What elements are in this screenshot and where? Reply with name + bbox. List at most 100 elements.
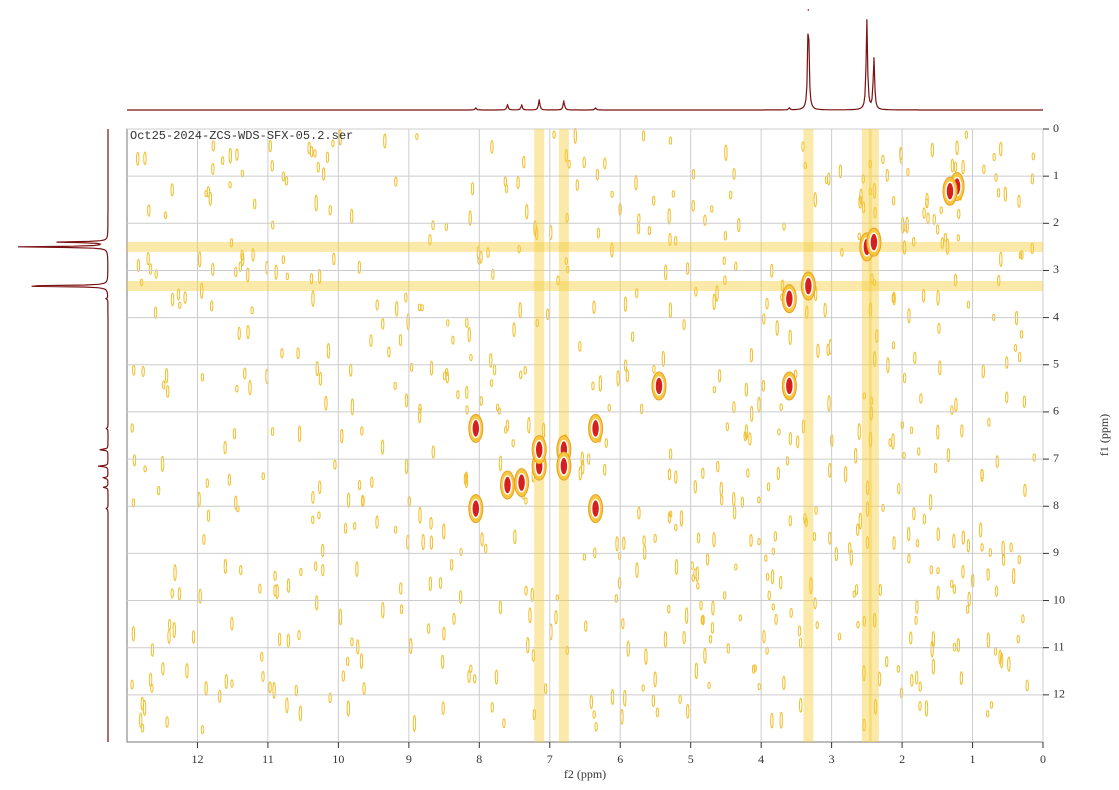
noise [853, 447, 858, 464]
noise [751, 664, 756, 674]
cross-peak [803, 276, 814, 296]
noise [239, 564, 243, 576]
noise [617, 577, 622, 590]
noise [200, 373, 205, 382]
noise [346, 492, 351, 508]
noise [418, 506, 422, 524]
noise [565, 645, 569, 655]
noise [952, 584, 957, 595]
noise [349, 363, 353, 377]
projection-peak [807, 9, 810, 11]
noise [355, 561, 359, 578]
noise [185, 662, 189, 679]
noise [803, 512, 807, 524]
noise [321, 564, 325, 577]
noise [165, 716, 169, 728]
noise [357, 479, 362, 491]
y-tick-label: 6 [1053, 404, 1059, 418]
noise [906, 167, 910, 177]
noise [417, 407, 422, 424]
noise [554, 610, 558, 625]
noise [604, 438, 608, 448]
noise [761, 379, 766, 392]
noise [511, 439, 515, 448]
noise [777, 428, 781, 436]
noise [528, 607, 532, 624]
noise [785, 456, 790, 466]
noise [445, 319, 450, 327]
noise [150, 643, 155, 657]
noise [331, 139, 335, 148]
noise [1021, 614, 1025, 624]
noise [313, 561, 318, 572]
projection-peak [866, 19, 868, 21]
cross-peak [471, 498, 481, 519]
noise [623, 296, 628, 312]
noise [603, 157, 607, 170]
noise [906, 526, 911, 542]
noise [1025, 679, 1029, 692]
noise [992, 152, 996, 162]
noise [505, 419, 510, 432]
noise [522, 155, 526, 169]
noise [674, 558, 679, 575]
noise [261, 472, 265, 481]
noise [452, 612, 456, 625]
noise [869, 405, 873, 421]
noise [978, 522, 983, 538]
noise [691, 168, 696, 180]
noise [637, 506, 641, 520]
noise [428, 576, 433, 592]
noise [580, 459, 585, 475]
noise [716, 460, 720, 473]
noise [234, 266, 238, 278]
noise [1019, 330, 1024, 339]
grid-layer [127, 128, 1044, 742]
noise [490, 139, 494, 154]
noise [535, 318, 539, 328]
noise [788, 329, 792, 346]
noise [406, 313, 410, 331]
noise [565, 212, 569, 223]
noise [856, 620, 860, 629]
noise [441, 701, 445, 715]
noise [999, 251, 1003, 267]
noise [470, 182, 475, 196]
noise [858, 195, 862, 209]
noise [667, 604, 671, 614]
noise [164, 367, 169, 384]
noise [996, 188, 1001, 198]
noise [1020, 250, 1024, 260]
noise [885, 168, 889, 182]
projection-peak [563, 100, 565, 102]
noise [615, 536, 619, 552]
noise [797, 625, 802, 637]
cross-peak [654, 376, 664, 396]
noise [280, 348, 284, 359]
noise [564, 257, 569, 266]
noise [744, 382, 749, 397]
noise [524, 585, 528, 596]
x-tick-label: 1 [970, 752, 976, 766]
noise [862, 664, 866, 682]
noise [345, 656, 350, 667]
noise [946, 448, 951, 463]
noise [936, 424, 940, 440]
noise [722, 591, 727, 600]
noise [987, 417, 991, 427]
noise [953, 273, 958, 287]
noise [580, 451, 584, 466]
noise [1031, 152, 1036, 161]
noise [852, 590, 856, 598]
noise [240, 169, 245, 178]
noise [740, 496, 745, 508]
noise [375, 299, 379, 311]
noise [936, 567, 940, 575]
noise [138, 712, 143, 728]
noise [321, 167, 326, 181]
noise [626, 640, 630, 657]
noise [998, 649, 1002, 665]
noise [861, 174, 865, 184]
noise [399, 604, 404, 615]
noise [723, 275, 727, 285]
